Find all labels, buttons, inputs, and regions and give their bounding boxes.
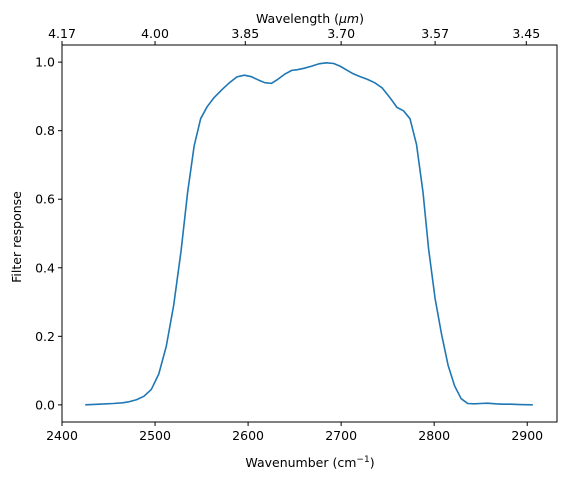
x-tick-label: 2500: [139, 428, 171, 443]
top-tick-label: 4.17: [48, 26, 76, 41]
top-tick-label: 3.70: [327, 26, 355, 41]
plot-frame: [61, 44, 558, 423]
y-tick-label: 0.2: [35, 329, 55, 344]
y-axis-title: Filter response: [9, 191, 24, 283]
y-tick-label: 0.6: [35, 192, 55, 207]
top-tick-label: 3.85: [231, 26, 259, 41]
top-tick-label: 3.57: [421, 26, 449, 41]
axes-frame: [61, 44, 558, 423]
x-tick-label: 2700: [325, 428, 357, 443]
x-tick-label: 2400: [46, 428, 78, 443]
plot-layer: [85, 62, 533, 406]
y-tick-label: 0.4: [35, 260, 55, 275]
top-axis-title: Wavelength (μm): [256, 11, 364, 26]
x-tick-label: 2800: [418, 428, 450, 443]
y-tick-label: 1.0: [35, 55, 55, 70]
y-tick-label: 0.8: [35, 123, 55, 138]
series-line-0: [85, 62, 533, 406]
top-tick-label: 3.45: [512, 26, 540, 41]
top-tick-label: 4.00: [141, 26, 169, 41]
y-tick-label: 0.0: [35, 397, 55, 412]
x-tick-label: 2900: [511, 428, 543, 443]
x-tick-label: 2600: [232, 428, 264, 443]
x-axis-title: Wavenumber (cm−1): [245, 455, 374, 470]
tick-layer: 2400 2500 2600 2700 2800 2900 0.0 0.2 0.4 0.6 0.8 1…: [35, 26, 543, 443]
